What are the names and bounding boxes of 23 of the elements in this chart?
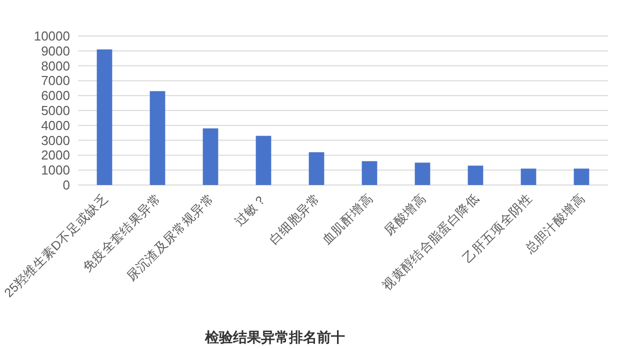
y-tick-label: 5000 <box>41 103 70 118</box>
bar <box>150 91 166 185</box>
y-tick-label: 8000 <box>41 58 70 74</box>
y-tick-label: 2000 <box>41 148 70 163</box>
bar <box>202 128 218 185</box>
bar <box>414 162 430 185</box>
y-tick-label: 7000 <box>41 73 70 88</box>
x-tick-label: 尿酸增高 <box>381 190 429 238</box>
bar <box>520 168 536 185</box>
bar <box>96 49 112 185</box>
text: 检验结果异常排名前十 <box>204 329 345 345</box>
bar <box>574 168 590 185</box>
y-tick-label: 10000 <box>34 28 70 44</box>
y-tick-label: 9000 <box>41 43 70 58</box>
bar <box>362 161 378 185</box>
bar <box>308 152 324 185</box>
y-tick-label: 4000 <box>41 118 70 133</box>
y-tick-label: 6000 <box>41 88 70 104</box>
bar <box>256 136 272 185</box>
bar <box>468 166 484 185</box>
y-tick-label: 1000 <box>41 162 70 178</box>
y-tick-label: 0 <box>62 178 70 192</box>
y-tick-label: 3000 <box>41 132 70 148</box>
